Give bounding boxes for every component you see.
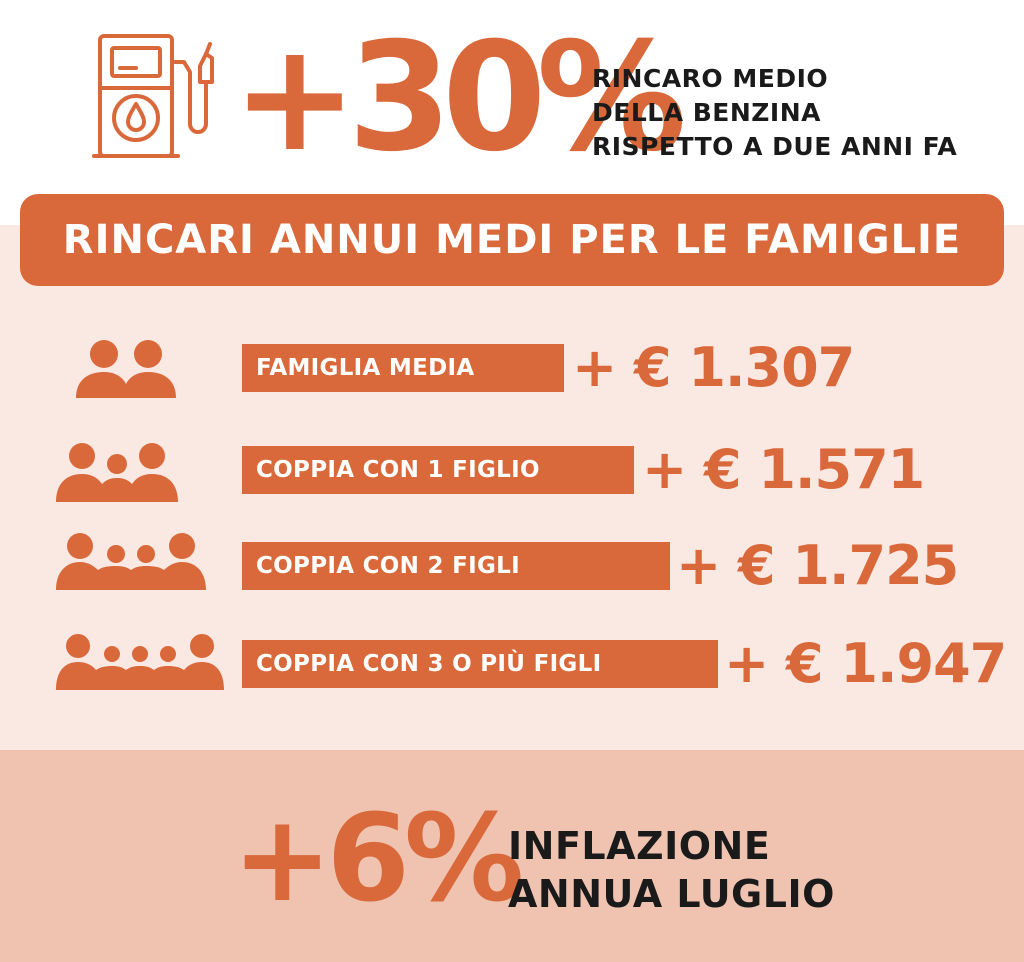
two-people-icon (76, 340, 176, 398)
row-label-bar: COPPIA CON 3 O PIÙ FIGLI (242, 640, 718, 688)
inflation-caption: INFLAZIONE ANNUA LUGLIO (508, 822, 908, 918)
caption-line: RINCARO MEDIO (592, 64, 829, 93)
row-value: + € 1.725 (676, 534, 959, 597)
family-one-child-icon (56, 443, 178, 502)
row-label-bar: COPPIA CON 1 FIGLIO (242, 446, 634, 494)
fuel-pump-icon (92, 34, 214, 158)
caption-line: ANNUA LUGLIO (508, 872, 835, 916)
caption-line: DELLA BENZINA (592, 98, 821, 127)
row-value: + € 1.571 (642, 438, 925, 501)
caption-line: RISPETTO A DUE ANNI FA (592, 132, 958, 161)
row-label-bar: FAMIGLIA MEDIA (242, 344, 564, 392)
row-label-bar: COPPIA CON 2 FIGLI (242, 542, 670, 590)
row-value: + € 1.307 (572, 336, 855, 399)
row-value: + € 1.947 (724, 632, 1007, 695)
inflation-section (0, 750, 1024, 962)
caption-line: INFLAZIONE (508, 824, 771, 868)
family-two-children-icon (56, 533, 206, 590)
fuel-increase-caption: RINCARO MEDIO DELLA BENZINA RISPETTO A D… (592, 62, 1012, 164)
section-banner: RINCARI ANNUI MEDI PER LE FAMIGLIE (20, 194, 1004, 286)
family-three-children-icon (56, 634, 224, 690)
fuel-increase-value: +30% (232, 11, 687, 185)
inflation-value: +6% (232, 790, 524, 929)
